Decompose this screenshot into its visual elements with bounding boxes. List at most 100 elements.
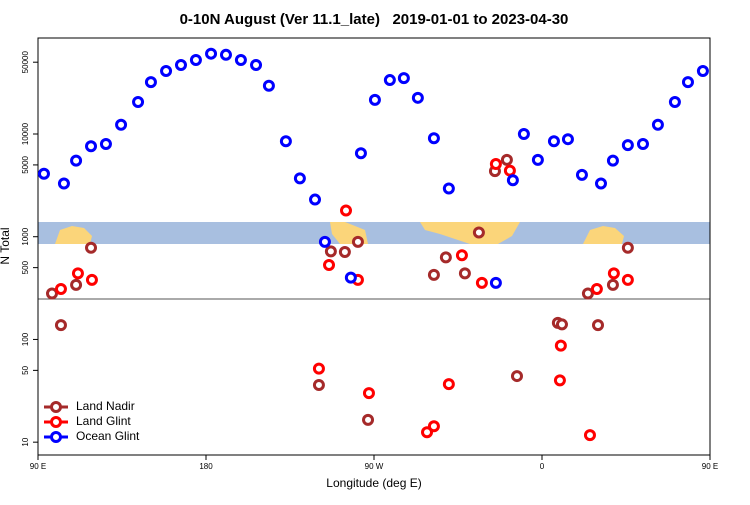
point [503,164,516,177]
point [54,319,67,332]
y-tick-label: 50 [21,365,30,374]
point [442,378,455,391]
chart-title: 0-10N August (Ver 11.1_late) 2019-01-01 … [180,11,569,28]
y-axis-label: N Total [0,227,12,264]
y-tick-label: 1000 [21,227,30,245]
point [427,132,440,145]
point [351,235,364,248]
point [510,370,523,383]
point [475,276,488,289]
point [205,47,218,60]
y-tick-label: 10 [21,437,30,446]
point [189,54,202,67]
point [144,76,157,89]
point [318,235,331,248]
point [397,72,410,85]
x-tick-label: 90 W [365,462,384,471]
legend-marker [50,431,62,443]
point [37,167,50,180]
point [279,135,292,148]
point [575,168,588,181]
point [590,282,603,295]
point [312,362,325,375]
point [85,140,98,153]
point [592,319,604,332]
point [555,318,568,331]
legend-label: Land Nadir [76,399,135,413]
point [293,172,306,185]
point [71,267,84,280]
point [636,137,649,150]
point [583,429,596,442]
point [354,147,367,160]
legend-label: Ocean Glint [76,429,140,443]
point [553,374,566,387]
point [368,93,381,106]
point [621,273,634,286]
point [250,58,263,71]
point [324,245,337,258]
point [46,287,58,300]
point [607,267,620,280]
point [54,282,67,295]
point [338,245,351,258]
point [458,267,471,280]
y-tick-label: 50000 [21,51,30,74]
point [547,135,560,148]
point [115,118,128,131]
point [234,54,247,67]
point [606,278,619,291]
point [57,177,70,190]
point [340,204,352,217]
point [411,91,424,104]
x-tick-label: 180 [199,462,213,471]
point [427,268,440,281]
point [85,241,98,254]
point [344,271,357,284]
point [561,133,574,146]
legend-marker [50,401,62,413]
point [174,58,187,71]
point [262,79,275,92]
y-tick-label: 5000 [21,155,30,173]
point [681,76,694,89]
point [362,387,375,400]
y-tick-label: 10000 [21,122,30,145]
point [219,48,232,61]
point [442,182,455,195]
y-tick-label: 500 [21,260,30,274]
point [312,379,325,392]
x-tick-label: 90 E [702,462,718,471]
point [472,226,485,239]
point [489,158,502,171]
point [309,193,322,206]
legend-label: Land Glint [76,414,131,428]
point [323,259,336,272]
point [594,177,607,190]
x-tick-label: 0 [540,462,545,471]
point [621,241,634,254]
point [362,413,375,426]
point [606,154,619,167]
point [621,139,634,152]
point [668,95,681,108]
point [500,153,513,166]
point [99,137,112,150]
point [132,95,145,108]
point [517,127,530,140]
point [160,65,173,78]
x-tick-label: 90 E [30,462,46,471]
point [70,154,83,167]
point [506,174,519,187]
point [383,74,396,87]
point [581,287,594,300]
map-band [38,222,710,244]
x-axis-label: Longitude (deg E) [326,476,421,490]
point [489,276,502,289]
point [439,251,452,264]
point [85,273,98,286]
point [427,420,440,433]
y-tick-label: 100 [21,332,30,346]
